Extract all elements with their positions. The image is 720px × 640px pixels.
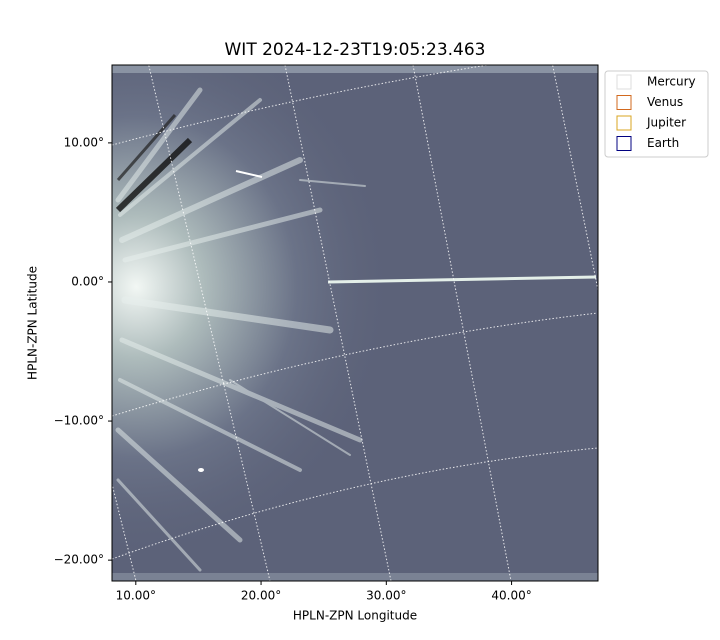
legend-swatch [616, 136, 632, 151]
legend-swatch [616, 115, 632, 131]
x-tick-label: 40.00° [491, 589, 531, 603]
axes-frame [111, 64, 599, 582]
y-tick-label: −10.00° [54, 414, 104, 428]
x-tick-label: 10.00° [116, 589, 156, 603]
image [112, 65, 598, 581]
y-tick-label: 10.00° [64, 135, 104, 149]
legend-swatch [616, 95, 632, 110]
legend-label: Earth [647, 136, 679, 150]
y-tick-label: 0.00° [71, 274, 104, 288]
x-tick-label: 20.00° [241, 589, 281, 603]
legend-label: Jupiter [646, 116, 686, 130]
chart-title: WIT 2024-12-23T19:05:23.463 [225, 40, 486, 60]
x-tick-label: 30.00° [366, 589, 406, 603]
y-axis-label: HPLN-ZPN Latitude [26, 266, 40, 380]
x-axis-label: HPLN-ZPN Longitude [293, 609, 417, 623]
y-tick-label: −20.00° [54, 553, 104, 567]
legend: Mercury Venus Jupiter Earth [604, 70, 709, 158]
legend-label: Mercury [647, 75, 696, 89]
legend-frame [604, 70, 709, 158]
legend-label: Venus [647, 95, 683, 109]
legend-swatch [616, 74, 632, 90]
